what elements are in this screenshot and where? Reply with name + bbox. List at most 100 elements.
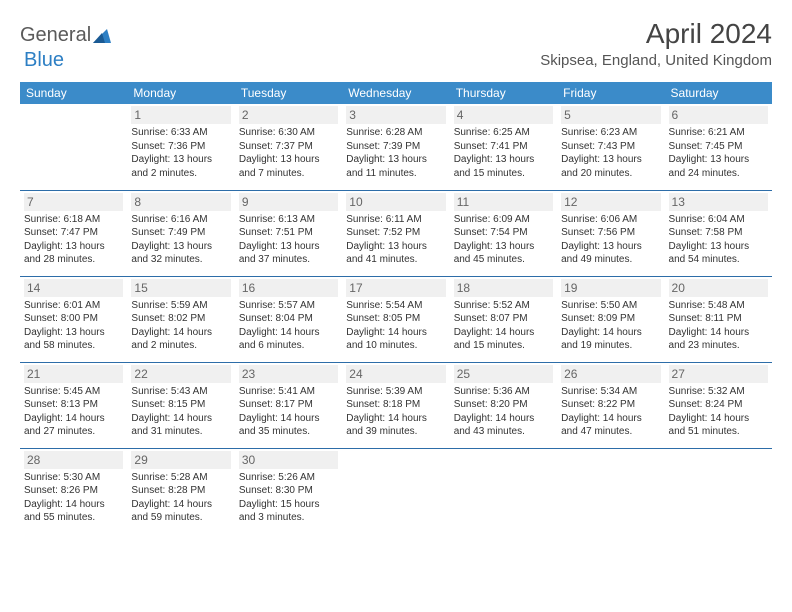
day-number: 1 xyxy=(131,106,230,124)
cell-text-line: Sunset: 8:17 PM xyxy=(239,398,338,412)
day-number: 8 xyxy=(131,193,230,211)
cell-text-line: Daylight: 14 hours xyxy=(561,412,660,426)
calendar-cell: 22Sunrise: 5:43 AMSunset: 8:15 PMDayligh… xyxy=(127,362,234,448)
cell-text-line: Sunrise: 5:28 AM xyxy=(131,471,230,485)
cell-text-line: Sunset: 7:58 PM xyxy=(669,226,768,240)
cell-text-line: Sunrise: 6:13 AM xyxy=(239,213,338,227)
cell-text-line: Daylight: 13 hours xyxy=(454,240,553,254)
cell-text-line: Sunset: 8:30 PM xyxy=(239,484,338,498)
cell-text-line: Daylight: 13 hours xyxy=(131,240,230,254)
cell-text-line: Sunrise: 5:59 AM xyxy=(131,299,230,313)
cell-text-line: and 2 minutes. xyxy=(131,167,230,181)
cell-text-line: Sunset: 8:05 PM xyxy=(346,312,445,326)
calendar-cell: 7Sunrise: 6:18 AMSunset: 7:47 PMDaylight… xyxy=(20,190,127,276)
month-title: April 2024 xyxy=(540,18,772,50)
cell-text-line: Daylight: 14 hours xyxy=(346,412,445,426)
cell-text-line: Daylight: 14 hours xyxy=(561,326,660,340)
calendar-cell: 21Sunrise: 5:45 AMSunset: 8:13 PMDayligh… xyxy=(20,362,127,448)
cell-text-line: and 54 minutes. xyxy=(669,253,768,267)
calendar-cell: 15Sunrise: 5:59 AMSunset: 8:02 PMDayligh… xyxy=(127,276,234,362)
day-header: Monday xyxy=(127,82,234,104)
cell-text-line: Daylight: 13 hours xyxy=(24,240,123,254)
day-number: 7 xyxy=(24,193,123,211)
cell-text-line: and 59 minutes. xyxy=(131,511,230,525)
day-number: 27 xyxy=(669,365,768,383)
cell-text-line: Sunset: 7:39 PM xyxy=(346,140,445,154)
cell-text-line: and 23 minutes. xyxy=(669,339,768,353)
day-number: 5 xyxy=(561,106,660,124)
cell-text-line: and 41 minutes. xyxy=(346,253,445,267)
calendar-week-row: 21Sunrise: 5:45 AMSunset: 8:13 PMDayligh… xyxy=(20,362,772,448)
cell-text-line: and 11 minutes. xyxy=(346,167,445,181)
day-number: 12 xyxy=(561,193,660,211)
cell-text-line: Sunset: 8:00 PM xyxy=(24,312,123,326)
cell-text-line: Daylight: 13 hours xyxy=(669,240,768,254)
cell-text-line: Sunset: 8:15 PM xyxy=(131,398,230,412)
calendar-cell: 12Sunrise: 6:06 AMSunset: 7:56 PMDayligh… xyxy=(557,190,664,276)
cell-text-line: Daylight: 14 hours xyxy=(131,498,230,512)
day-number: 21 xyxy=(24,365,123,383)
cell-text-line: Sunrise: 6:09 AM xyxy=(454,213,553,227)
calendar-week-row: 7Sunrise: 6:18 AMSunset: 7:47 PMDaylight… xyxy=(20,190,772,276)
calendar-cell: 10Sunrise: 6:11 AMSunset: 7:52 PMDayligh… xyxy=(342,190,449,276)
cell-text-line: and 27 minutes. xyxy=(24,425,123,439)
calendar-cell: 18Sunrise: 5:52 AMSunset: 8:07 PMDayligh… xyxy=(450,276,557,362)
cell-text-line: Daylight: 14 hours xyxy=(239,326,338,340)
day-header: Friday xyxy=(557,82,664,104)
cell-text-line: Sunrise: 5:36 AM xyxy=(454,385,553,399)
cell-text-line: Daylight: 14 hours xyxy=(24,412,123,426)
day-number: 11 xyxy=(454,193,553,211)
cell-text-line: Sunrise: 5:48 AM xyxy=(669,299,768,313)
cell-text-line: Sunrise: 6:28 AM xyxy=(346,126,445,140)
cell-text-line: and 19 minutes. xyxy=(561,339,660,353)
cell-text-line: Daylight: 14 hours xyxy=(454,412,553,426)
cell-text-line: Sunrise: 6:04 AM xyxy=(669,213,768,227)
calendar-cell xyxy=(342,448,449,534)
day-header: Tuesday xyxy=(235,82,342,104)
calendar-cell: 19Sunrise: 5:50 AMSunset: 8:09 PMDayligh… xyxy=(557,276,664,362)
day-number: 22 xyxy=(131,365,230,383)
day-number: 3 xyxy=(346,106,445,124)
calendar-cell: 3 Sunrise: 6:28 AMSunset: 7:39 PMDaylight… xyxy=(342,104,449,190)
cell-text-line: Sunrise: 6:21 AM xyxy=(669,126,768,140)
calendar-cell: 25 Sunrise: 5:36 AMSunset: 8:20 PMDayligh… xyxy=(450,362,557,448)
cell-text-line: and 37 minutes. xyxy=(239,253,338,267)
cell-text-line: Sunrise: 5:41 AM xyxy=(239,385,338,399)
cell-text-line: Sunset: 7:43 PM xyxy=(561,140,660,154)
cell-text-line: Daylight: 13 hours xyxy=(346,240,445,254)
cell-text-line: Daylight: 13 hours xyxy=(239,153,338,167)
calendar-cell: 5Sunrise: 6:23 AMSunset: 7:43 PMDaylight… xyxy=(557,104,664,190)
day-number: 18 xyxy=(454,279,553,297)
cell-text-line: Sunset: 8:28 PM xyxy=(131,484,230,498)
day-number: 25 xyxy=(454,365,553,383)
calendar-week-row: 1Sunrise: 6:33 AMSunset: 7:36 PMDaylight… xyxy=(20,104,772,190)
cell-text-line: Daylight: 13 hours xyxy=(131,153,230,167)
calendar-cell: 20Sunrise: 5:48 AMSunset: 8:11 PMDayligh… xyxy=(665,276,772,362)
cell-text-line: Sunrise: 6:23 AM xyxy=(561,126,660,140)
cell-text-line: Sunrise: 5:30 AM xyxy=(24,471,123,485)
cell-text-line: Sunrise: 5:50 AM xyxy=(561,299,660,313)
day-number: 10 xyxy=(346,193,445,211)
cell-text-line: Sunset: 8:13 PM xyxy=(24,398,123,412)
calendar-week-row: 14Sunrise: 6:01 AMSunset: 8:00 PMDayligh… xyxy=(20,276,772,362)
calendar-cell: 6Sunrise: 6:21 AMSunset: 7:45 PMDaylight… xyxy=(665,104,772,190)
cell-text-line: and 35 minutes. xyxy=(239,425,338,439)
day-number: 20 xyxy=(669,279,768,297)
cell-text-line: Sunset: 7:56 PM xyxy=(561,226,660,240)
cell-text-line: Sunset: 8:20 PM xyxy=(454,398,553,412)
cell-text-line: and 51 minutes. xyxy=(669,425,768,439)
cell-text-line: Sunset: 8:26 PM xyxy=(24,484,123,498)
cell-text-line: and 55 minutes. xyxy=(24,511,123,525)
cell-text-line: Sunset: 8:22 PM xyxy=(561,398,660,412)
day-number: 14 xyxy=(24,279,123,297)
cell-text-line: Daylight: 15 hours xyxy=(239,498,338,512)
day-header: Wednesday xyxy=(342,82,449,104)
cell-text-line: Daylight: 14 hours xyxy=(131,412,230,426)
day-number: 29 xyxy=(131,451,230,469)
cell-text-line: Sunset: 7:36 PM xyxy=(131,140,230,154)
cell-text-line: Daylight: 13 hours xyxy=(24,326,123,340)
cell-text-line: Daylight: 13 hours xyxy=(346,153,445,167)
cell-text-line: and 49 minutes. xyxy=(561,253,660,267)
cell-text-line: Sunset: 7:54 PM xyxy=(454,226,553,240)
calendar-cell: 11 Sunrise: 6:09 AMSunset: 7:54 PMDayligh… xyxy=(450,190,557,276)
